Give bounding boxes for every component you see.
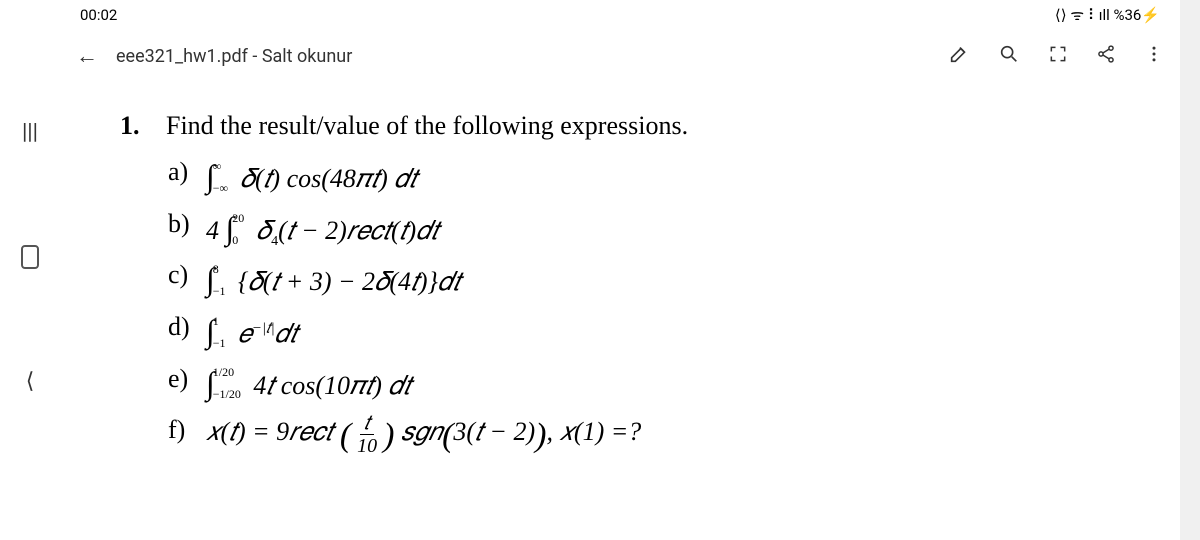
share-icon[interactable] <box>1096 44 1116 69</box>
expr-c: ∫8−1 {𝛿(𝑡 + 3) − 2𝛿(4𝑡)}𝑑𝑡 <box>206 255 461 305</box>
label-a: a) <box>168 152 196 192</box>
status-time: 00:02 <box>80 6 117 24</box>
question-number: 1. <box>120 106 150 146</box>
back-button[interactable]: ⟨ <box>26 369 35 394</box>
question-prompt: Find the result/value of the following e… <box>166 106 688 146</box>
question-heading: 1. Find the result/value of the followin… <box>120 106 1140 146</box>
item-e: e) ∫1/20−1/20 4𝑡 cos(10𝜋𝑡) 𝑑𝑡 <box>168 359 1140 409</box>
edit-icon[interactable] <box>948 43 970 70</box>
expr-e: ∫1/20−1/20 4𝑡 cos(10𝜋𝑡) 𝑑𝑡 <box>206 359 411 409</box>
fullscreen-icon[interactable] <box>1048 44 1068 69</box>
expr-d: ∫1−1 𝑒−|𝑡|𝑑𝑡 <box>206 307 298 357</box>
item-f: f) 𝑥(𝑡) = 9𝑟𝑒𝑐𝑡 (𝑡10) 𝑠𝑔𝑛(3(𝑡 − 2)), 𝑥(1… <box>168 410 1140 463</box>
item-c: c) ∫8−1 {𝛿(𝑡 + 3) − 2𝛿(4𝑡)}𝑑𝑡 <box>168 255 1140 305</box>
back-arrow-icon[interactable]: ← <box>76 43 98 69</box>
label-f: f) <box>168 410 196 450</box>
app-frame: 00:02 ⟨⟩ ᯤ ⠇ıll %36⚡ ← eee321_hw1.pdf - … <box>60 0 1180 540</box>
more-icon[interactable] <box>1144 44 1164 69</box>
expr-a: ∫∞−∞ 𝛿(𝑡) cos(48𝜋𝑡) 𝑑𝑡 <box>206 152 417 202</box>
expr-b: 4 ∫200 𝛿4(𝑡 − 2)𝑟𝑒𝑐𝑡(𝑡)𝑑𝑡 <box>206 204 439 254</box>
document-title: eee321_hw1.pdf - Salt okunur <box>116 46 930 67</box>
item-a: a) ∫∞−∞ 𝛿(𝑡) cos(48𝜋𝑡) 𝑑𝑡 <box>168 152 1140 202</box>
label-c: c) <box>168 255 196 295</box>
home-button[interactable] <box>21 245 39 269</box>
expr-f: 𝑥(𝑡) = 9𝑟𝑒𝑐𝑡 (𝑡10) 𝑠𝑔𝑛(3(𝑡 − 2)), 𝑥(1) =… <box>206 410 641 463</box>
sub-questions: a) ∫∞−∞ 𝛿(𝑡) cos(48𝜋𝑡) 𝑑𝑡 b) 4 ∫200 𝛿4(𝑡… <box>168 152 1140 463</box>
android-nav-rail: ||| ⟨ <box>0 0 60 540</box>
recent-apps-button[interactable]: ||| <box>22 120 38 145</box>
search-icon[interactable] <box>998 43 1020 70</box>
label-e: e) <box>168 359 196 399</box>
item-b: b) 4 ∫200 𝛿4(𝑡 − 2)𝑟𝑒𝑐𝑡(𝑡)𝑑𝑡 <box>168 204 1140 254</box>
item-d: d) ∫1−1 𝑒−|𝑡|𝑑𝑡 <box>168 307 1140 357</box>
label-d: d) <box>168 307 196 347</box>
status-bar: 00:02 ⟨⟩ ᯤ ⠇ıll %36⚡ <box>60 0 1180 30</box>
label-b: b) <box>168 204 196 244</box>
header-actions <box>948 43 1164 70</box>
document-content: 1. Find the result/value of the followin… <box>60 82 1180 463</box>
status-indicators: ⟨⟩ ᯤ ⠇ıll %36⚡ <box>1055 5 1160 25</box>
document-header: ← eee321_hw1.pdf - Salt okunur <box>60 30 1180 82</box>
